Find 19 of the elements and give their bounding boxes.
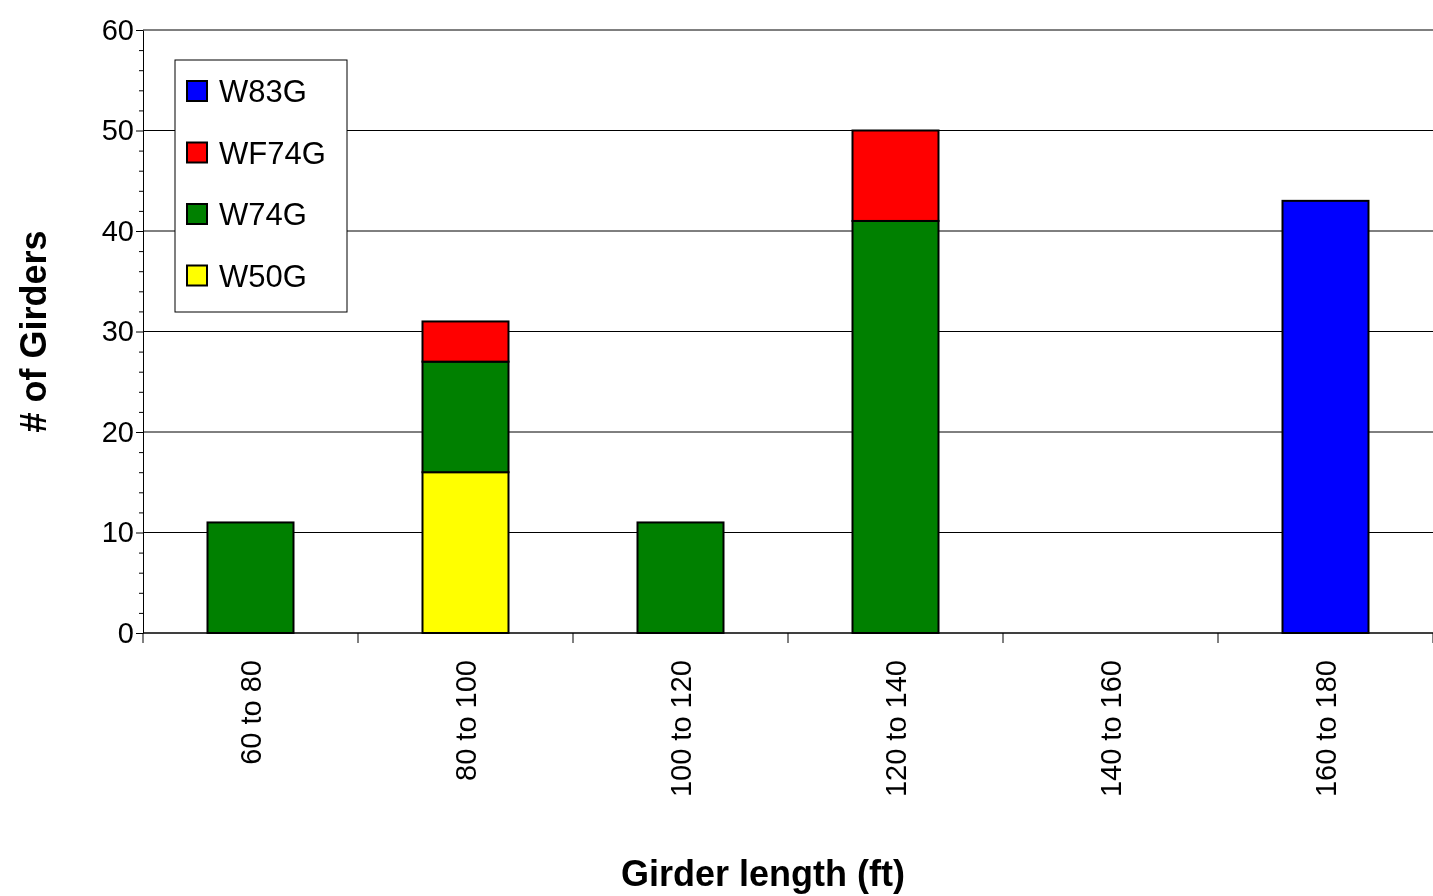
legend-label: WF74G <box>219 135 326 171</box>
y-tick-label: 20 <box>101 415 134 448</box>
legend-label: W83G <box>219 74 307 109</box>
y-tick-label: 60 <box>101 13 134 46</box>
legend-label: W50G <box>219 258 307 294</box>
x-tick-label: 60 to 80 <box>234 660 267 765</box>
y-tick-label: 40 <box>101 214 134 247</box>
x-tick-label: 140 to 160 <box>1094 660 1127 798</box>
x-axis-title: Girder length (ft) <box>621 853 905 894</box>
y-tick-label: 10 <box>101 516 134 549</box>
y-tick-label: 50 <box>101 114 134 147</box>
y-tick-label: 30 <box>101 315 134 348</box>
x-tick-label: 160 to 180 <box>1309 660 1342 798</box>
x-tick-label: 80 to 100 <box>449 660 482 781</box>
legend-label: W74G <box>219 197 307 232</box>
x-tick-label: 120 to 140 <box>879 660 912 798</box>
x-tick-label: 100 to 120 <box>664 660 697 798</box>
y-tick-label: 0 <box>117 616 134 649</box>
y-axis-title: # of Girders <box>13 230 54 433</box>
